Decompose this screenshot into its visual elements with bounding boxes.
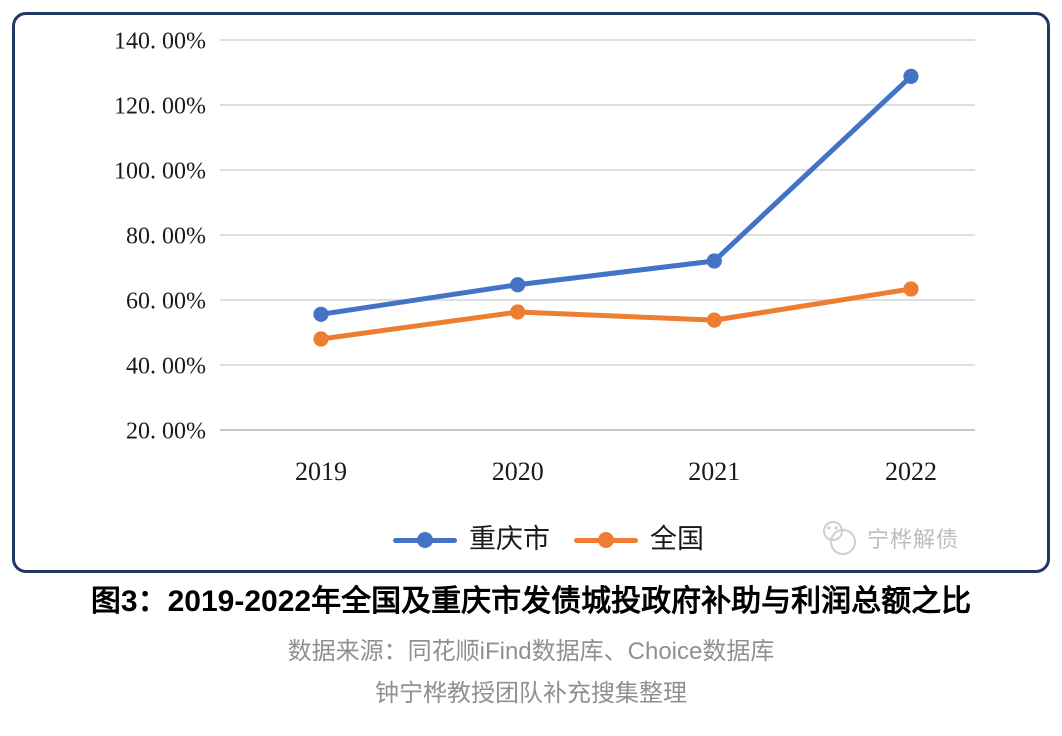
series-marker-1-2022 bbox=[903, 281, 919, 297]
y-tick-label: 80. 00% bbox=[126, 224, 206, 250]
legend-line-marker-orange-icon bbox=[574, 531, 638, 549]
y-tick-label: 100. 00% bbox=[114, 159, 206, 185]
legend-line-marker-blue-icon bbox=[393, 531, 457, 549]
series-marker-1-2020 bbox=[510, 304, 526, 320]
y-tick-label: 40. 00% bbox=[126, 354, 206, 380]
legend-item-national: 全国 bbox=[574, 526, 704, 553]
x-tick-label: 2021 bbox=[688, 457, 740, 486]
series-marker-0-2019 bbox=[313, 306, 329, 322]
source-line-2: 钟宁桦教授团队补充搜集整理 bbox=[375, 680, 687, 707]
series-marker-1-2021 bbox=[706, 312, 722, 328]
watermark-text: 宁桦解债 bbox=[867, 527, 960, 552]
x-tick-label: 2022 bbox=[885, 457, 937, 486]
legend-item-chongqing: 重庆市 bbox=[393, 526, 550, 553]
x-tick-label: 2020 bbox=[492, 457, 544, 486]
series-marker-1-2019 bbox=[313, 331, 329, 347]
x-tick-label: 2019 bbox=[295, 457, 347, 486]
chart-legend: 重庆市 全国 bbox=[393, 526, 704, 553]
series-marker-0-2022 bbox=[903, 68, 919, 84]
legend-label-chongqing: 重庆市 bbox=[469, 524, 550, 554]
source-line-1: 数据来源：同花顺iFind数据库、Choice数据库 bbox=[287, 638, 775, 665]
series-line-0 bbox=[318, 73, 914, 317]
watermark: 宁桦解债 bbox=[820, 519, 959, 557]
series-line-1 bbox=[318, 286, 914, 342]
y-tick-label: 140. 00% bbox=[114, 29, 206, 55]
series-marker-0-2020 bbox=[510, 277, 526, 293]
y-tick-label: 60. 00% bbox=[126, 289, 206, 315]
y-tick-label: 20. 00% bbox=[126, 419, 206, 445]
series-marker-0-2021 bbox=[706, 253, 722, 269]
figure-title: 图3：2019-2022年全国及重庆市发债城投政府补助与利润总额之比 bbox=[90, 585, 972, 618]
watermark-logo-icon bbox=[823, 521, 856, 555]
y-tick-label: 120. 00% bbox=[114, 94, 206, 120]
legend-label-national: 全国 bbox=[650, 524, 704, 554]
